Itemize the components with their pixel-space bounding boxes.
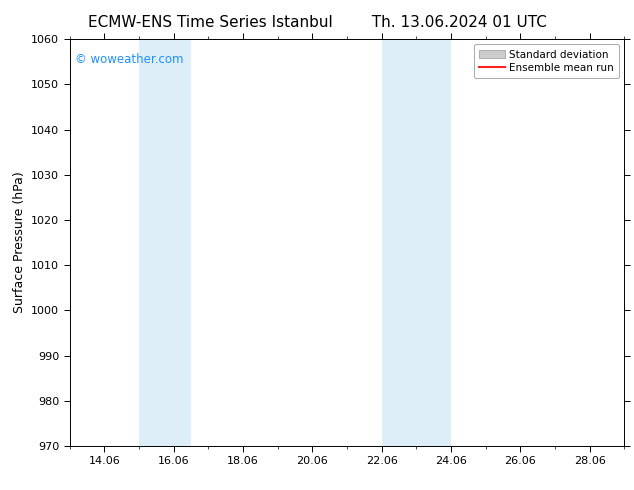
Text: © woweather.com: © woweather.com (75, 53, 183, 66)
Bar (165, 39, 191, 446)
Bar (382, 39, 408, 446)
Legend: Standard deviation, Ensemble mean run: Standard deviation, Ensemble mean run (474, 45, 619, 78)
Bar (408, 39, 451, 446)
Text: ECMW-ENS Time Series Istanbul        Th. 13.06.2024 01 UTC: ECMW-ENS Time Series Istanbul Th. 13.06.… (87, 15, 547, 30)
Y-axis label: Surface Pressure (hPa): Surface Pressure (hPa) (13, 172, 25, 314)
Bar (139, 39, 165, 446)
